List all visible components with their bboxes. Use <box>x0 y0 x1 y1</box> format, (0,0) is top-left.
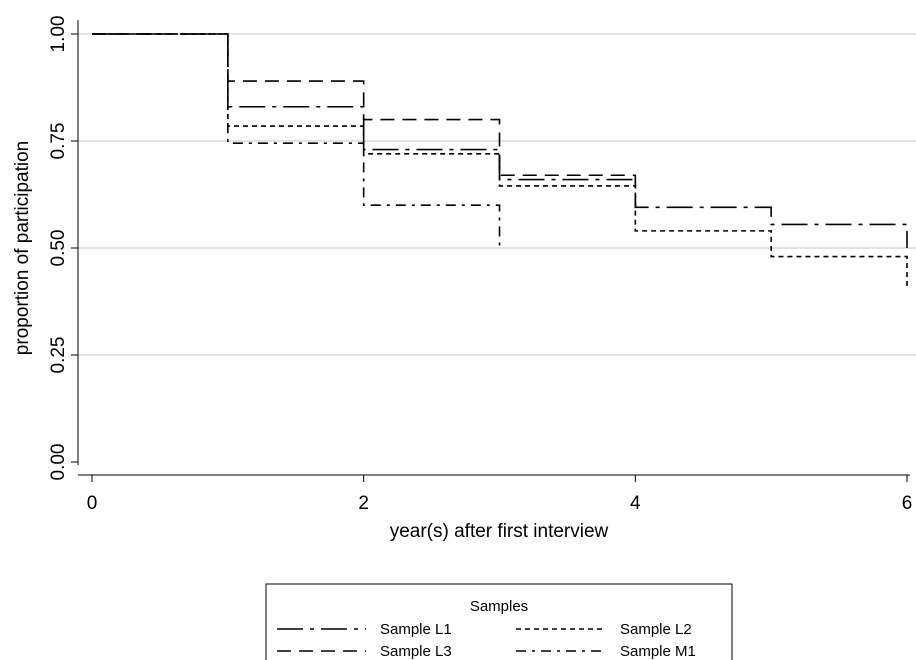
gridlines <box>78 33 916 356</box>
axes <box>77 20 910 476</box>
y-tick-label: 0.75 <box>48 123 69 160</box>
x-tick-label: 2 <box>358 493 369 514</box>
series-line-sample-l3 <box>92 33 637 208</box>
legend-entries: Sample L1 Sample L2 Sample L3 Sample M1 <box>277 621 696 660</box>
x-axis-title: year(s) after first interview <box>390 521 609 542</box>
x-tick-label: 0 <box>87 493 98 514</box>
legend-title: Samples <box>470 598 528 615</box>
x-ticks: 0 2 4 6 <box>87 475 913 514</box>
series-line-sample-m1 <box>92 33 501 251</box>
legend-label: Sample L3 <box>380 643 452 660</box>
x-tick-label: 6 <box>902 493 913 514</box>
y-tick-label: 0.25 <box>48 337 69 374</box>
y-axis-title: proportion of participation <box>12 141 33 355</box>
y-ticks: 0.00 0.25 0.50 0.75 1.00 <box>48 16 78 481</box>
series-lines <box>92 33 908 289</box>
y-tick-label: 0.50 <box>48 230 69 267</box>
x-tick-label: 4 <box>630 493 641 514</box>
legend-label: Sample L2 <box>620 621 692 638</box>
y-tick-label: 0.00 <box>48 444 69 481</box>
legend-box <box>265 583 733 660</box>
y-tick-label: 1.00 <box>48 16 69 53</box>
legend-label: Sample L1 <box>380 621 452 638</box>
legend-label: Sample M1 <box>620 643 696 660</box>
